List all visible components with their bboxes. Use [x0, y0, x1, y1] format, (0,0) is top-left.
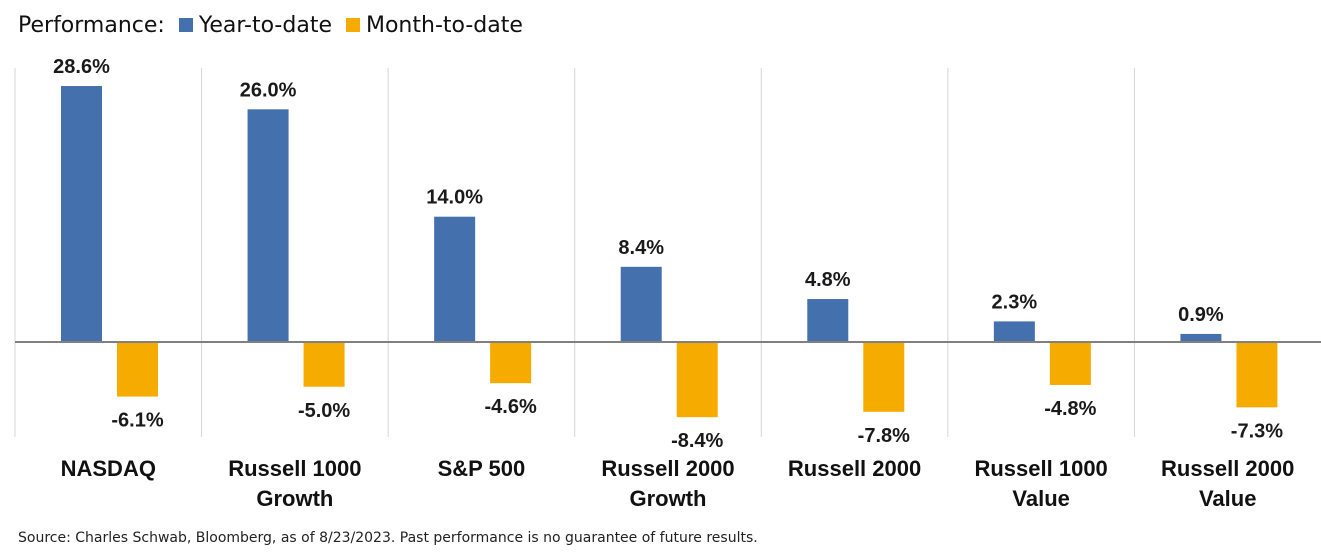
category-label: Russell 1000 — [228, 456, 361, 481]
bar-mtd — [863, 342, 905, 412]
category-label: Growth — [256, 486, 333, 511]
data-label: -7.3% — [1231, 420, 1283, 442]
data-label: 4.8% — [805, 269, 851, 291]
legend-label-mtd: Month-to-date — [365, 12, 523, 38]
category-label: Value — [1012, 486, 1069, 511]
bar-ytd — [434, 216, 476, 342]
bar-ytd — [61, 86, 102, 342]
category-label: Value — [1199, 486, 1256, 511]
data-label: -8.4% — [671, 430, 723, 452]
bar-ytd — [807, 299, 849, 342]
data-label: 14.0% — [426, 187, 483, 209]
category-label: S&P 500 — [438, 456, 526, 481]
data-label: -6.1% — [111, 410, 163, 432]
data-label: -4.6% — [485, 396, 537, 418]
category-label: Russell 2000 — [1161, 456, 1294, 481]
data-label: 8.4% — [618, 237, 664, 259]
data-label: 0.9% — [1178, 304, 1224, 326]
bar-mtd — [303, 342, 345, 387]
bar-mtd — [490, 342, 532, 384]
bar-chart: 28.6% 26.0% 14.0% 8.4% 4.8% 2.3% 0.9% -6.1% -5.0… — [14, 56, 1321, 511]
data-label: 2.3% — [992, 291, 1038, 313]
bar-mtd — [1049, 342, 1091, 385]
data-label: 28.6% — [53, 56, 110, 78]
legend-prefix: Performance: — [18, 12, 165, 38]
category-label: Growth — [630, 486, 707, 511]
data-label: -4.8% — [1044, 398, 1096, 420]
data-label: 26.0% — [240, 79, 297, 101]
source-note: Source: Charles Schwab, Bloomberg, as of… — [18, 530, 758, 546]
bar-mtd — [117, 342, 158, 397]
bar-ytd — [620, 266, 662, 342]
data-label: -7.8% — [858, 425, 910, 447]
category-label: Russell 1000 — [974, 456, 1107, 481]
legend-label-ytd: Year-to-date — [198, 12, 332, 38]
bar-mtd — [1236, 342, 1278, 408]
category-label: NASDAQ — [61, 456, 156, 481]
bar-ytd — [993, 321, 1035, 342]
legend-swatch-mtd — [345, 18, 360, 32]
chart-legend: Performance: Year-to-date Month-to-date — [18, 8, 523, 42]
bar-mtd — [676, 342, 718, 418]
data-label: -5.0% — [298, 400, 350, 422]
category-label: Russell 2000 — [601, 456, 734, 481]
legend-swatch-ytd — [178, 18, 193, 32]
category-label: Russell 2000 — [788, 456, 921, 481]
bar-ytd — [247, 109, 289, 342]
bar-ytd — [1180, 333, 1222, 342]
